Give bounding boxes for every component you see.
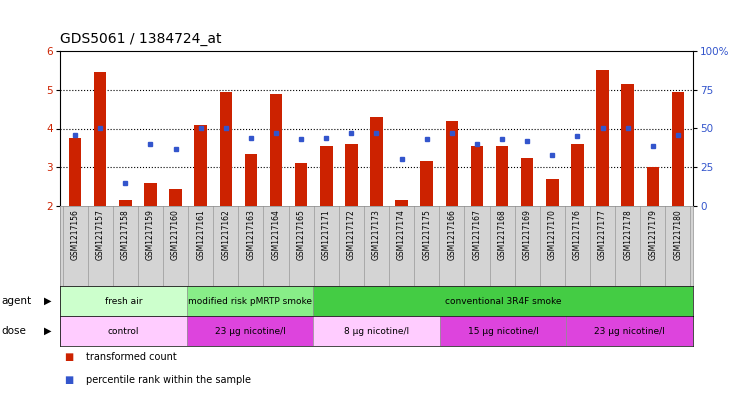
Bar: [396, 200, 408, 206]
Text: GSM1217156: GSM1217156: [71, 209, 80, 260]
Bar: [546, 179, 559, 206]
Bar: [313, 286, 693, 316]
Bar: [119, 200, 131, 206]
Bar: [295, 163, 308, 206]
Bar: [646, 167, 659, 206]
Bar: [270, 94, 283, 206]
Bar: [60, 316, 187, 346]
Bar: [672, 92, 684, 206]
Text: control: control: [108, 327, 139, 336]
Bar: [370, 117, 383, 206]
Text: GSM1217177: GSM1217177: [598, 209, 607, 260]
Bar: [219, 92, 232, 206]
Bar: [521, 158, 534, 206]
Bar: [169, 189, 182, 206]
Bar: [60, 286, 187, 316]
Text: GSM1217175: GSM1217175: [422, 209, 431, 260]
Bar: [194, 125, 207, 206]
Text: 8 μg nicotine/l: 8 μg nicotine/l: [344, 327, 409, 336]
Bar: [571, 144, 584, 206]
Text: GSM1217164: GSM1217164: [272, 209, 280, 260]
Text: GSM1217161: GSM1217161: [196, 209, 205, 260]
Bar: [440, 316, 566, 346]
Bar: [94, 72, 106, 206]
Text: fresh air: fresh air: [105, 296, 142, 305]
Text: 15 μg nicotine/l: 15 μg nicotine/l: [468, 327, 539, 336]
Text: GSM1217168: GSM1217168: [497, 209, 506, 260]
Text: GSM1217158: GSM1217158: [121, 209, 130, 260]
Text: GSM1217180: GSM1217180: [674, 209, 683, 260]
Text: GSM1217171: GSM1217171: [322, 209, 331, 260]
Bar: [313, 316, 440, 346]
Text: agent: agent: [1, 296, 32, 306]
Bar: [187, 286, 313, 316]
Bar: [187, 316, 313, 346]
Text: 23 μg nicotine/l: 23 μg nicotine/l: [215, 327, 286, 336]
Text: GDS5061 / 1384724_at: GDS5061 / 1384724_at: [60, 32, 221, 46]
Text: GSM1217169: GSM1217169: [523, 209, 531, 260]
Text: GSM1217163: GSM1217163: [246, 209, 255, 260]
Text: GSM1217160: GSM1217160: [171, 209, 180, 260]
Text: GSM1217167: GSM1217167: [472, 209, 481, 260]
Text: percentile rank within the sample: percentile rank within the sample: [86, 375, 251, 385]
Bar: [621, 84, 634, 206]
Text: GSM1217172: GSM1217172: [347, 209, 356, 260]
Text: dose: dose: [1, 326, 27, 336]
Bar: [69, 138, 81, 206]
Text: ▶: ▶: [44, 296, 51, 306]
Text: GSM1217178: GSM1217178: [623, 209, 632, 260]
Bar: [496, 146, 508, 206]
Bar: [471, 146, 483, 206]
Bar: [144, 183, 156, 206]
Text: GSM1217176: GSM1217176: [573, 209, 582, 260]
Text: 23 μg nicotine/l: 23 μg nicotine/l: [594, 327, 665, 336]
Text: ■: ■: [63, 375, 73, 385]
Text: ■: ■: [63, 352, 73, 362]
Text: modified risk pMRTP smoke: modified risk pMRTP smoke: [188, 296, 312, 305]
Text: GSM1217157: GSM1217157: [96, 209, 105, 260]
Bar: [421, 162, 433, 206]
Text: transformed count: transformed count: [86, 352, 176, 362]
Bar: [596, 70, 609, 206]
Bar: [320, 146, 333, 206]
Text: GSM1217179: GSM1217179: [648, 209, 658, 260]
Text: GSM1217162: GSM1217162: [221, 209, 230, 260]
Text: GSM1217173: GSM1217173: [372, 209, 381, 260]
Text: conventional 3R4F smoke: conventional 3R4F smoke: [445, 296, 562, 305]
Text: GSM1217165: GSM1217165: [297, 209, 306, 260]
Bar: [446, 121, 458, 206]
Bar: [345, 144, 358, 206]
Text: GSM1217166: GSM1217166: [447, 209, 456, 260]
Bar: [566, 316, 693, 346]
Text: ▶: ▶: [44, 326, 51, 336]
Text: GSM1217159: GSM1217159: [146, 209, 155, 260]
Text: GSM1217174: GSM1217174: [397, 209, 406, 260]
Bar: [244, 154, 257, 206]
Text: GSM1217170: GSM1217170: [548, 209, 557, 260]
